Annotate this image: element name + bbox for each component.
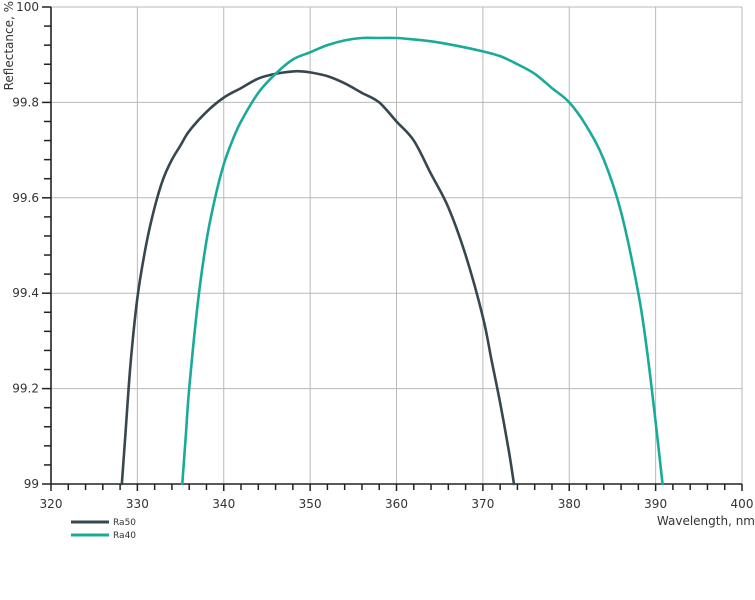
y-tick-label: 99.4 bbox=[12, 286, 39, 300]
x-tick-label: 370 bbox=[471, 497, 494, 511]
x-tick-label: 380 bbox=[558, 497, 581, 511]
y-axis-label: Reflectance, % bbox=[2, 1, 16, 90]
x-tick-label: 350 bbox=[299, 497, 322, 511]
legend: Ra50 Ra40 bbox=[71, 518, 136, 541]
y-tick-label: 99 bbox=[24, 477, 39, 491]
x-tick-label: 320 bbox=[40, 497, 63, 511]
x-tick-label: 340 bbox=[212, 497, 235, 511]
x-tick-label: 400 bbox=[731, 497, 754, 511]
x-tick-label: 390 bbox=[644, 497, 667, 511]
series-line-ra40 bbox=[180, 36, 664, 486]
series-layer bbox=[120, 36, 664, 486]
x-tick-label: 330 bbox=[126, 497, 149, 511]
grid bbox=[50, 6, 743, 485]
series-line-ra50 bbox=[120, 69, 516, 486]
x-axis-label: Wavelength, nm bbox=[657, 514, 755, 528]
ticks: 320 330 340 350 360 370 380 390 400 99 99.2 99.4 99.… bbox=[12, 0, 753, 511]
y-tick-label: 99.8 bbox=[12, 95, 39, 109]
legend-label-ra40: Ra40 bbox=[113, 531, 136, 541]
y-tick-label: 99.6 bbox=[12, 191, 39, 205]
y-tick-label: 99.2 bbox=[12, 382, 39, 396]
y-tick-label: 100 bbox=[16, 0, 39, 14]
legend-label-ra50: Ra50 bbox=[113, 518, 136, 528]
x-tick-label: 360 bbox=[385, 497, 408, 511]
